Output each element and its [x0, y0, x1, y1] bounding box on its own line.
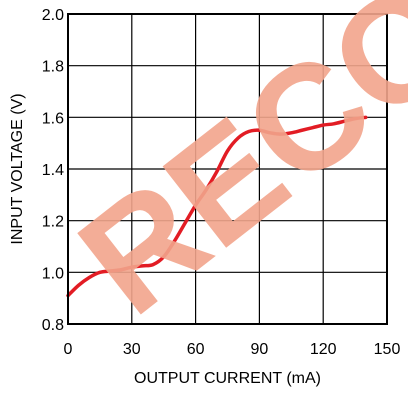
- y-tick-label: 1.0: [42, 265, 64, 282]
- x-tick-label: 150: [374, 341, 401, 358]
- y-tick-label: 1.2: [42, 214, 64, 231]
- grid: [68, 14, 387, 324]
- x-tick-label: 60: [187, 341, 205, 358]
- x-axis-label: OUTPUT CURRENT (mA): [134, 370, 321, 387]
- x-tick-label: 30: [123, 341, 141, 358]
- x-tick-label: 90: [251, 341, 269, 358]
- y-tick-label: 0.8: [42, 317, 64, 334]
- series-line: [66, 115, 368, 298]
- series-layer: [66, 115, 368, 298]
- y-tick-label: 2.0: [42, 7, 64, 24]
- y-tick-label: 1.6: [42, 110, 64, 127]
- x-tick-label: 120: [310, 341, 337, 358]
- tick-labels: 0 30 60 90 120 150 0.8 1.0 1.2 1.4 1.6 1.8 2.0: [42, 7, 401, 358]
- y-axis-label: INPUT VOLTAGE (V): [9, 93, 26, 244]
- y-tick-label: 1.8: [42, 59, 64, 76]
- plot-frame: [67, 13, 388, 325]
- y-tick-label: 1.4: [42, 162, 64, 179]
- watermark: RECOMMENDED FOR NEW DESIGNS: [49, 0, 408, 346]
- watermark-text: RECOMMENDED FOR NEW DESIGNS: [49, 0, 408, 346]
- x-tick-label: 0: [64, 341, 73, 358]
